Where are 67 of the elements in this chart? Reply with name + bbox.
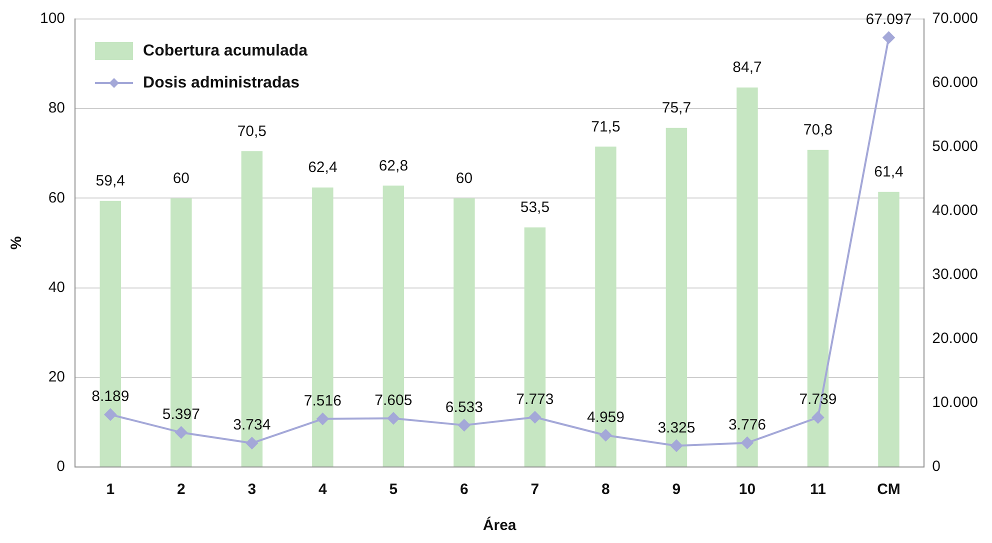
point <box>458 419 470 432</box>
data-label: 3.325 <box>658 419 696 436</box>
y2-tick-label: 0 <box>932 458 940 476</box>
point <box>246 437 258 450</box>
y-tick-label: 80 <box>48 100 66 117</box>
x-tick-label: 6 <box>460 481 468 498</box>
point <box>528 411 541 424</box>
data-label: 84,7 <box>732 59 762 76</box>
data-label: 7.516 <box>304 392 342 410</box>
x-axis-title: Área <box>482 516 517 534</box>
point <box>670 440 682 452</box>
legend-label: Dosis administradas <box>143 74 300 92</box>
data-label: 7.739 <box>799 391 837 408</box>
point <box>175 426 188 438</box>
legend-label: Cobertura acumulada <box>143 42 308 60</box>
point <box>600 429 612 442</box>
y2-tick-label: 70.000 <box>932 10 978 28</box>
point <box>387 412 400 424</box>
y-axis-title: % <box>8 236 26 250</box>
point <box>741 436 754 449</box>
x-tick-label: 8 <box>602 481 610 498</box>
y2-tick-label: 30.000 <box>932 266 978 284</box>
data-label: 59,4 <box>96 172 126 190</box>
x-tick-label: 9 <box>672 481 681 498</box>
data-label: 62,4 <box>308 159 338 176</box>
point <box>812 411 824 424</box>
data-label: 75,7 <box>662 100 692 117</box>
y2-tick-label: 40.000 <box>932 202 978 220</box>
y2-tick-label: 60.000 <box>932 74 978 92</box>
data-label: 67.097 <box>866 11 912 28</box>
x-tick-label: 2 <box>176 481 186 498</box>
data-label: 7.605 <box>374 392 412 409</box>
data-label: 60 <box>172 170 190 187</box>
data-label: 53,5 <box>520 198 550 216</box>
data-label: 4.959 <box>586 408 624 426</box>
x-tick-label: 5 <box>389 481 398 498</box>
data-label: 61,4 <box>874 164 904 181</box>
point <box>316 412 329 425</box>
x-tick-label: 10 <box>738 481 756 498</box>
y2-tick-label: 50.000 <box>932 138 978 156</box>
y-tick-label: 100 <box>40 10 66 28</box>
data-label: 60 <box>456 170 473 187</box>
data-label: 6.533 <box>445 398 483 416</box>
y-tick-label: 60 <box>48 189 66 206</box>
x-tick-label: 1 <box>106 481 115 498</box>
data-label: 8.189 <box>92 388 130 406</box>
point <box>882 32 895 44</box>
data-label: 5.397 <box>162 406 200 424</box>
x-tick-label: 11 <box>810 481 826 498</box>
x-tick-label: CM <box>877 481 900 498</box>
data-label: 3.776 <box>728 416 766 434</box>
data-label: 70,5 <box>237 122 267 140</box>
y-tick-label: 40 <box>48 278 66 296</box>
data-label: 7.773 <box>516 390 554 408</box>
y-tick-label: 20 <box>48 368 66 386</box>
y2-tick-label: 20.000 <box>932 330 978 348</box>
data-label: 70,8 <box>803 121 833 138</box>
data-label: 62,8 <box>378 157 408 174</box>
data-label: 3.734 <box>233 416 271 434</box>
point <box>104 408 116 421</box>
x-tick-label: 7 <box>530 481 540 498</box>
bar <box>878 192 900 466</box>
data-label: 71,5 <box>591 118 620 136</box>
y2-tick-label: 10.000 <box>932 394 978 412</box>
x-tick-label: 4 <box>318 481 328 498</box>
x-tick-label: 3 <box>248 481 256 498</box>
y-tick-label: 0 <box>56 458 66 476</box>
